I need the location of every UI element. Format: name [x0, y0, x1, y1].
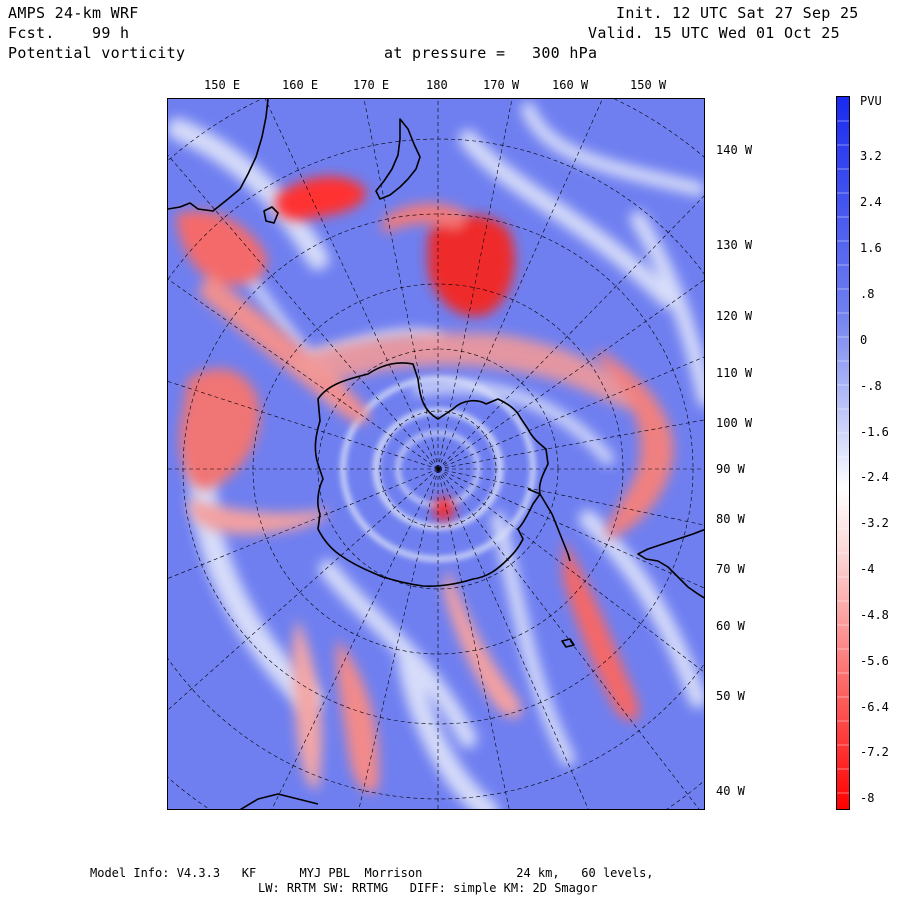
lon-label-top: 160 E: [282, 78, 319, 92]
pressure-value: 300 hPa: [532, 44, 598, 62]
lon-label-right: 140 W: [716, 143, 753, 157]
colorbar-tick: -1.6: [860, 425, 889, 439]
pv-map: [167, 98, 705, 810]
colorbar-tick: -2.4: [860, 470, 889, 484]
coastlines: [168, 99, 704, 809]
lon-label-right: 110 W: [716, 366, 753, 380]
colorbar-tick: -6.4: [860, 700, 889, 714]
pv-negative-features: [176, 176, 674, 793]
lon-label-right: 100 W: [716, 416, 753, 430]
antarctic-peninsula-coast: [527, 488, 571, 562]
model-title: AMPS 24-km WRF: [8, 4, 139, 22]
lon-label-right: 90 W: [716, 462, 745, 476]
lon-label-right: 40 W: [716, 784, 745, 798]
lon-label-top: 180: [426, 78, 448, 92]
colorbar-tick: 0: [860, 333, 868, 347]
forecast-label: Fcst.: [8, 24, 55, 42]
init-time: Init. 12 UTC Sat 27 Sep 25: [616, 4, 859, 22]
graticule: [168, 99, 704, 809]
lon-label-top: 150 E: [204, 78, 241, 92]
valid-time: Valid. 15 UTC Wed 01 Oct 25: [588, 24, 840, 42]
lon-label-right: 70 W: [716, 562, 745, 576]
colorbar-tick: -3.2: [860, 516, 889, 530]
model-info-line2: LW: RRTM SW: RRTMG DIFF: simple KM: 2D S…: [258, 881, 598, 895]
field-name: Potential vorticity: [8, 44, 186, 62]
colorbar-tick: -4.8: [860, 608, 889, 622]
lon-label-right: 130 W: [716, 238, 753, 252]
lon-label-right: 80 W: [716, 512, 745, 526]
tasmania-coast: [263, 206, 279, 224]
forecast-hours: 99 h: [92, 24, 130, 42]
colorbar-unit: PVU: [860, 94, 882, 108]
lon-label-top: 150 W: [630, 78, 667, 92]
antarctica-coast: [314, 362, 549, 587]
falklands-coast: [561, 638, 575, 648]
colorbar-tick: -8: [860, 791, 875, 805]
lon-label-top: 170 E: [353, 78, 390, 92]
new-zealand-coast: [375, 118, 421, 200]
colorbar-tick: 1.6: [860, 241, 882, 255]
colorbar-tick: 2.4: [860, 195, 882, 209]
lon-label-right: 120 W: [716, 309, 753, 323]
colorbar-tick: -5.6: [860, 654, 889, 668]
pressure-label: at pressure =: [384, 44, 506, 62]
australia-coast: [168, 99, 269, 212]
lon-label-top: 170 W: [483, 78, 520, 92]
africa-coast: [239, 793, 319, 809]
lon-label-right: 50 W: [716, 689, 745, 703]
lon-label-right: 60 W: [716, 619, 745, 633]
colorbar-tick: -7.2: [860, 745, 889, 759]
model-info-line1: Model Info: V4.3.3 KF MYJ PBL Morrison 2…: [90, 866, 654, 880]
colorbar-tick: -.8: [860, 379, 882, 393]
pv-colorbar: [836, 96, 850, 810]
south-america-coast: [637, 528, 704, 599]
lon-label-top: 160 W: [552, 78, 589, 92]
colorbar-tick: 3.2: [860, 149, 882, 163]
colorbar-tick: -4: [860, 562, 875, 576]
colorbar-tick: .8: [860, 287, 875, 301]
